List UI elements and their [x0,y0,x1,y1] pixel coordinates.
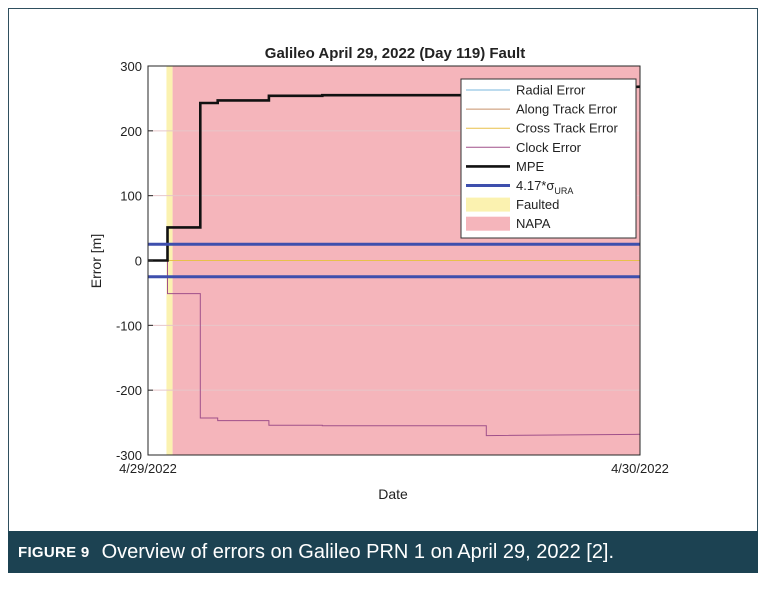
legend-label: Faulted [516,197,559,212]
legend-label: Clock Error [516,140,582,155]
y-tick-label: -100 [116,318,142,333]
legend-label: Along Track Error [516,102,618,117]
legend-item: 4.17*σURA [466,178,573,196]
caption-text: Overview of errors on Galileo PRN 1 on A… [101,540,615,563]
y-tick-label: 0 [135,254,142,269]
chart: Galileo April 29, 2022 (Day 119) Fault 3… [88,45,669,502]
x-tick-label: 4/29/2022 [119,461,177,476]
legend-label: MPE [516,159,545,174]
chart-title: Galileo April 29, 2022 (Day 119) Fault [265,45,525,62]
legend-swatch [466,197,510,212]
legend-label: Cross Track Error [516,121,619,136]
legend-item: Radial Error [466,83,586,98]
legend-item: Cross Track Error [466,121,619,136]
series-mpe [148,85,641,262]
y-tick-label: 300 [120,59,142,74]
y-axis-label: Error [m] [88,234,104,288]
x-tick-label: 4/30/2022 [611,461,669,476]
legend-item: NAPA [466,216,551,231]
y-tick-label: 100 [120,189,142,204]
y-tick-label: 200 [120,124,142,139]
caption-label: FIGURE 9 [18,543,90,561]
y-tick-label: -300 [116,448,142,463]
legend-label: Radial Error [516,83,586,98]
legend-label: NAPA [516,216,551,231]
legend-item: Along Track Error [466,102,618,117]
legend-label: 4.17*σURA [516,178,573,196]
legend-item: Clock Error [466,140,582,155]
x-axis-label: Date [378,486,408,502]
legend-item: Faulted [466,197,559,212]
y-tick-label: -200 [116,383,142,398]
legend: Radial Error Along Track Error Cross Track… [460,78,637,239]
legend-swatch [466,216,510,231]
series-clock-error [148,260,641,437]
figure-caption: FIGURE 9 Overview of errors on Galileo P… [8,531,758,573]
legend-item: MPE [466,159,545,174]
